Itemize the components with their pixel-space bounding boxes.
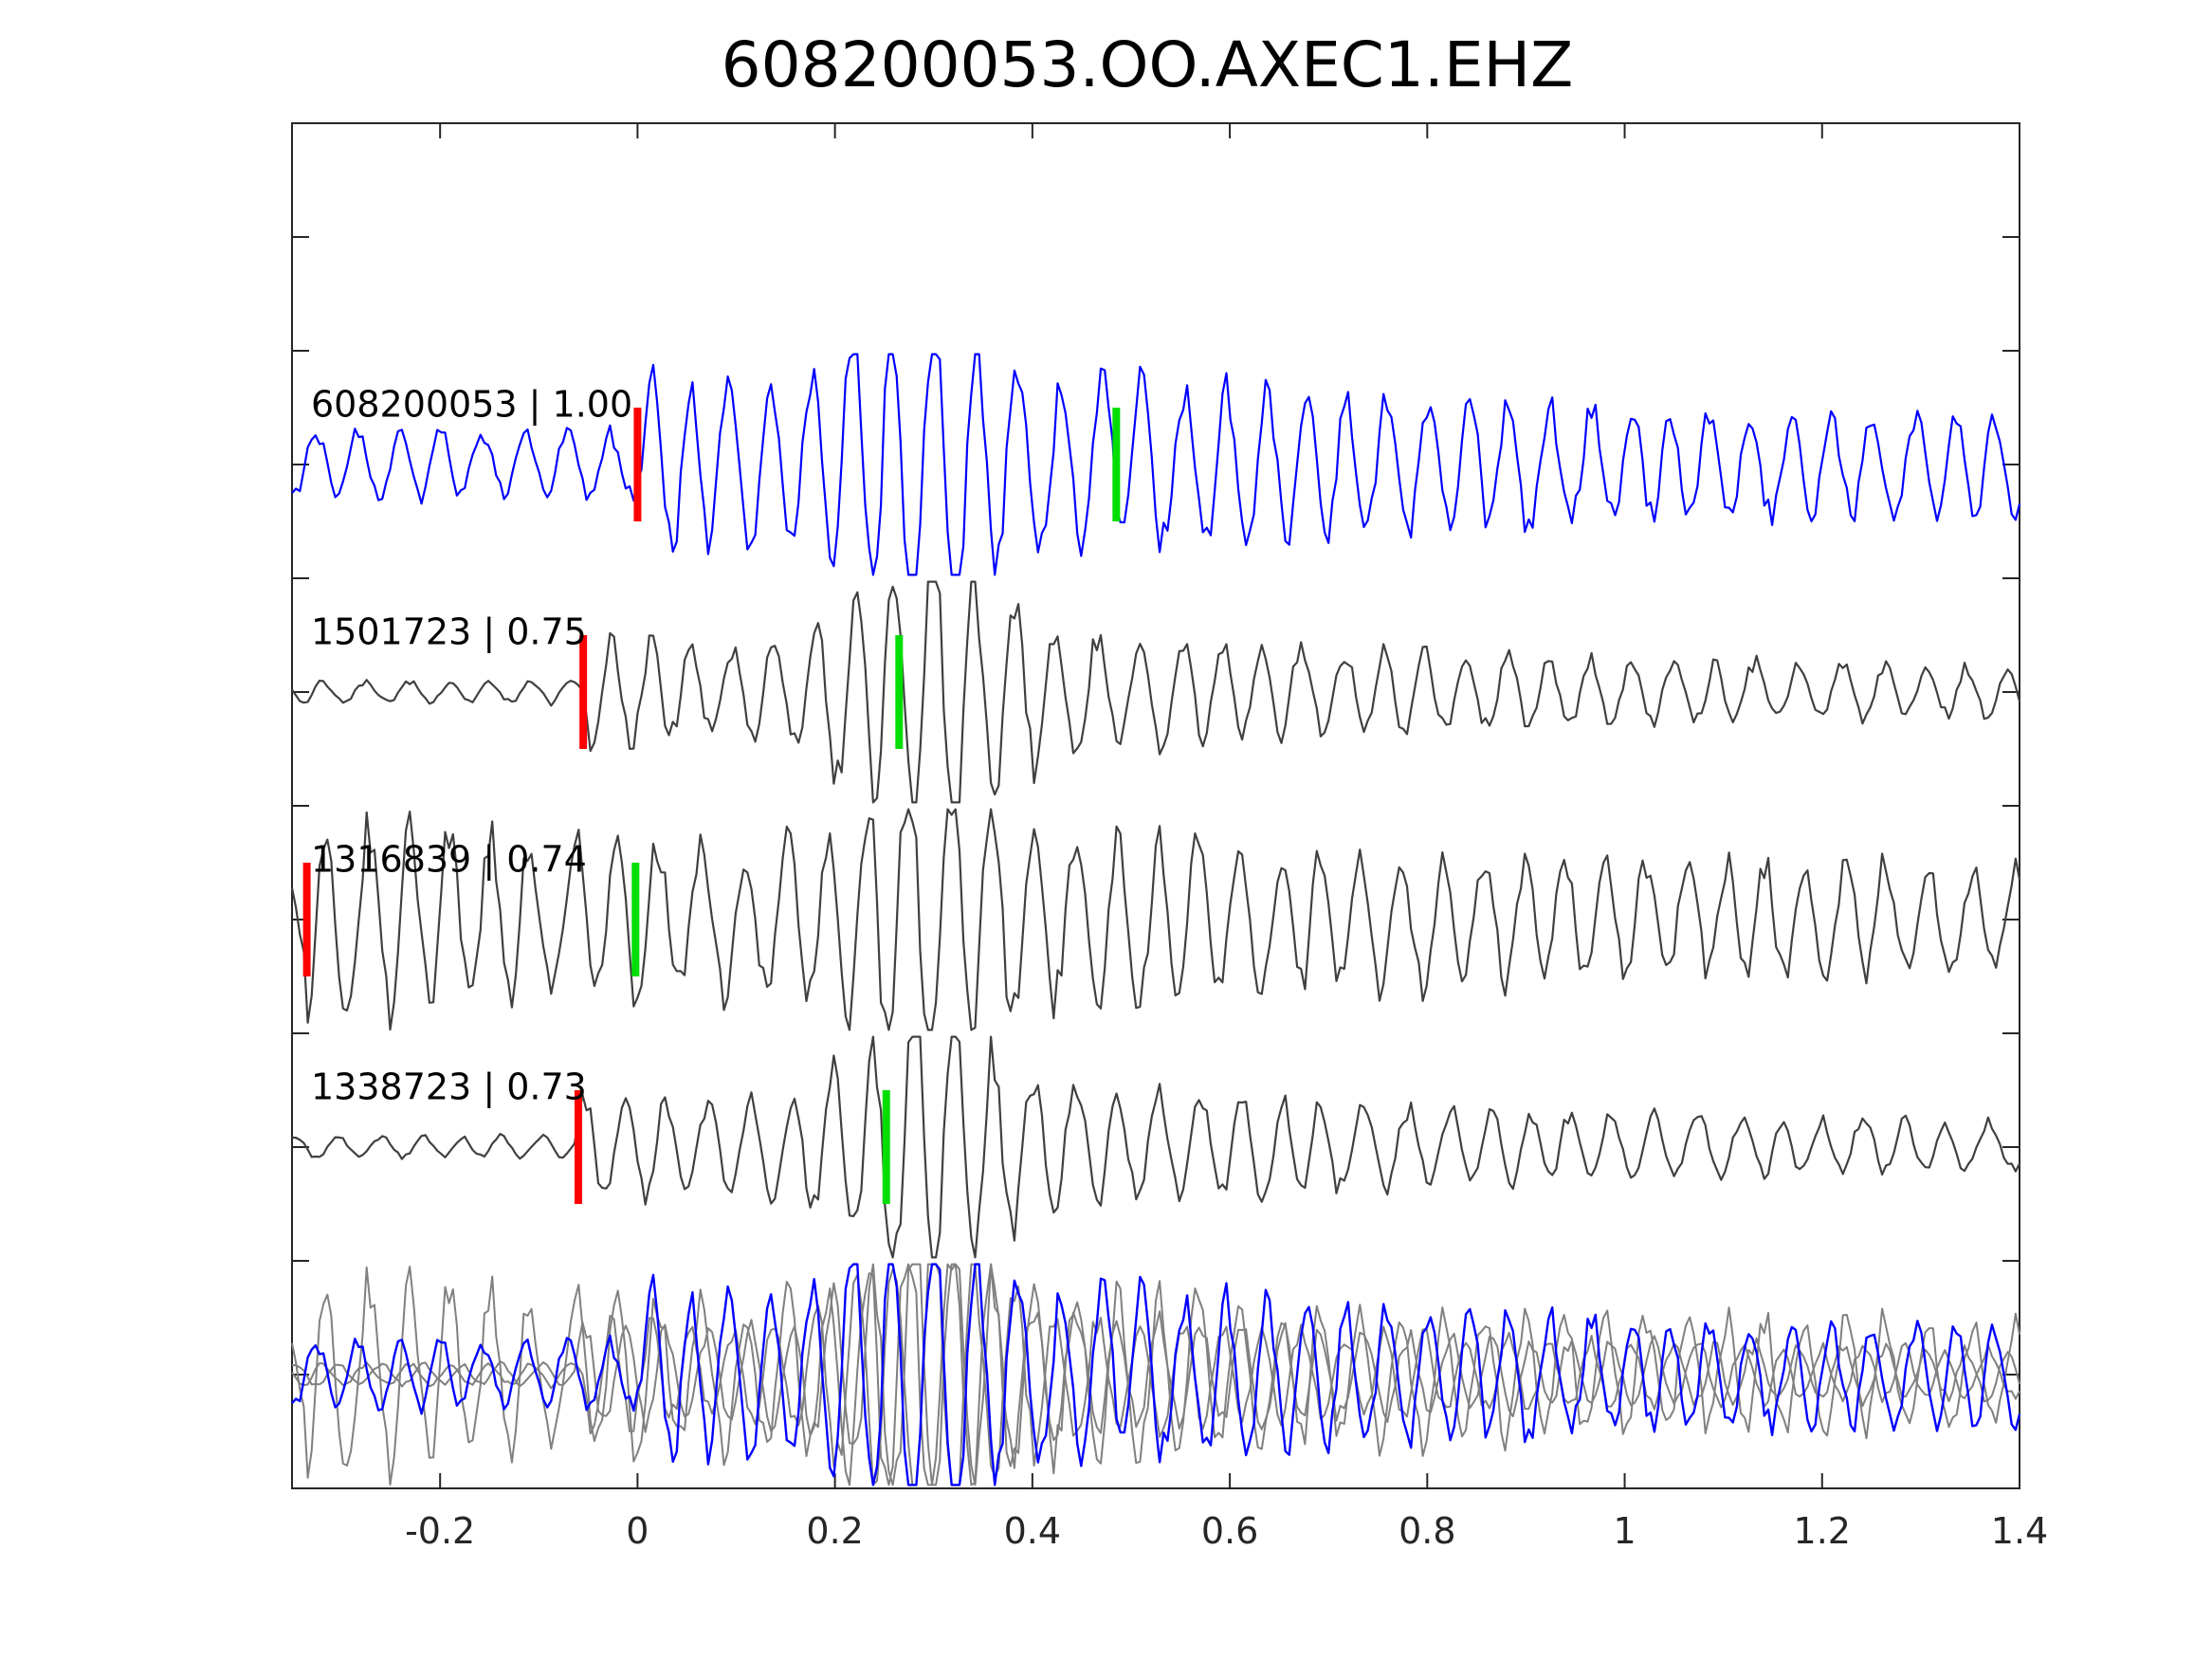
series-line-trace-1 <box>291 353 2021 576</box>
trace-label: 1316839 | 0.74 <box>311 839 587 882</box>
axes <box>291 122 2020 1489</box>
phase-picks <box>302 408 1121 1204</box>
series-line-overlay-2 <box>291 1263 2020 1486</box>
trace-label: 1338723 | 0.73 <box>311 1066 587 1109</box>
x-tick-label: 1.4 <box>1991 1510 2048 1552</box>
x-tick-label: 0.4 <box>1004 1510 1061 1552</box>
x-tick-label: 1.2 <box>1794 1510 1851 1552</box>
x-tick-label: 0 <box>626 1510 649 1552</box>
series-line-overlay-4 <box>291 1263 2021 1486</box>
x-tick-label: 0.8 <box>1398 1510 1455 1552</box>
chart-title: 608200053.OO.AXEC1.EHZ <box>721 28 1574 101</box>
series-line-trace-3 <box>290 808 2021 1031</box>
trace-label: 608200053 | 1.00 <box>311 384 632 427</box>
x-tick-label: 0.2 <box>806 1510 863 1552</box>
x-tick-label: 0.6 <box>1201 1510 1258 1552</box>
plot-frame <box>291 122 2020 1489</box>
trace-label: 1501723 | 0.75 <box>311 611 587 654</box>
trace-labels: 608200053 | 1.00 1501723 | 0.75 1316839 | … <box>311 384 632 1109</box>
traces <box>290 353 2021 1486</box>
x-tick-labels: -0.2 0 0.2 0.4 0.6 0.8 1 1.2 1.4 <box>405 1510 2048 1552</box>
x-tick-label: 1 <box>1613 1510 1636 1552</box>
series-line-overlay-3 <box>291 1263 2020 1486</box>
x-tick-label: -0.2 <box>405 1510 475 1552</box>
